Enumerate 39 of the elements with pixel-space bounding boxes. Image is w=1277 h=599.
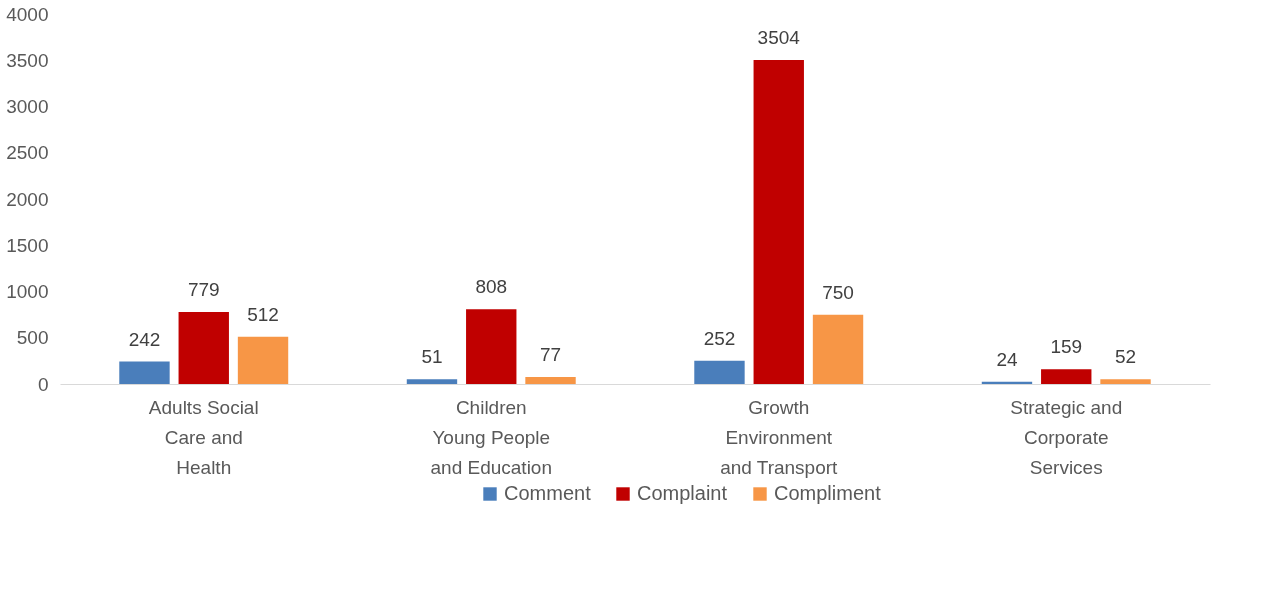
- bar: [1100, 379, 1151, 384]
- y-tick-label: 500: [16, 327, 49, 349]
- legend-label: Comment: [504, 482, 592, 504]
- data-label: 77: [539, 343, 562, 365]
- data-label: 3504: [757, 26, 801, 48]
- bar: [694, 360, 745, 384]
- bar: [119, 361, 170, 384]
- y-tick-label: 4000: [6, 3, 49, 25]
- bar: [812, 314, 864, 384]
- data-label: 24: [996, 348, 1018, 370]
- bar: [1041, 369, 1092, 384]
- y-tick-label: 0: [37, 373, 49, 395]
- bar: [178, 311, 229, 384]
- y-tick-label: 1000: [6, 281, 49, 302]
- y-tick-label: 3000: [6, 96, 49, 117]
- x-tick-label: Strategic and Corporate Services: [1010, 396, 1123, 478]
- y-tick-label: 2000: [6, 188, 49, 210]
- legend-label: Compliment: [774, 482, 882, 504]
- bar: [237, 336, 289, 384]
- bar: [525, 376, 576, 384]
- x-tick-label: Children Young People and Education: [430, 396, 552, 478]
- data-label: 52: [1114, 346, 1137, 368]
- data-label: 242: [128, 328, 161, 350]
- bar: [406, 379, 458, 384]
- y-tick-label: 1500: [6, 234, 49, 256]
- data-label: 51: [421, 346, 443, 368]
- bar: [753, 59, 804, 384]
- data-label: 512: [247, 303, 279, 325]
- x-tick-label: Adults Social Care and Health: [148, 396, 259, 478]
- x-tick-label: Growth Environment and Transport: [720, 396, 839, 478]
- bar: [466, 309, 517, 384]
- data-label: 159: [1050, 336, 1083, 358]
- legend-label: Complaint: [637, 482, 728, 504]
- y-tick-label: 2500: [6, 142, 49, 164]
- data-label: 252: [703, 327, 736, 349]
- y-tick-label: 3500: [6, 49, 49, 71]
- data-label: 750: [822, 281, 854, 303]
- data-label: 779: [187, 278, 220, 300]
- data-label: 808: [475, 276, 508, 298]
